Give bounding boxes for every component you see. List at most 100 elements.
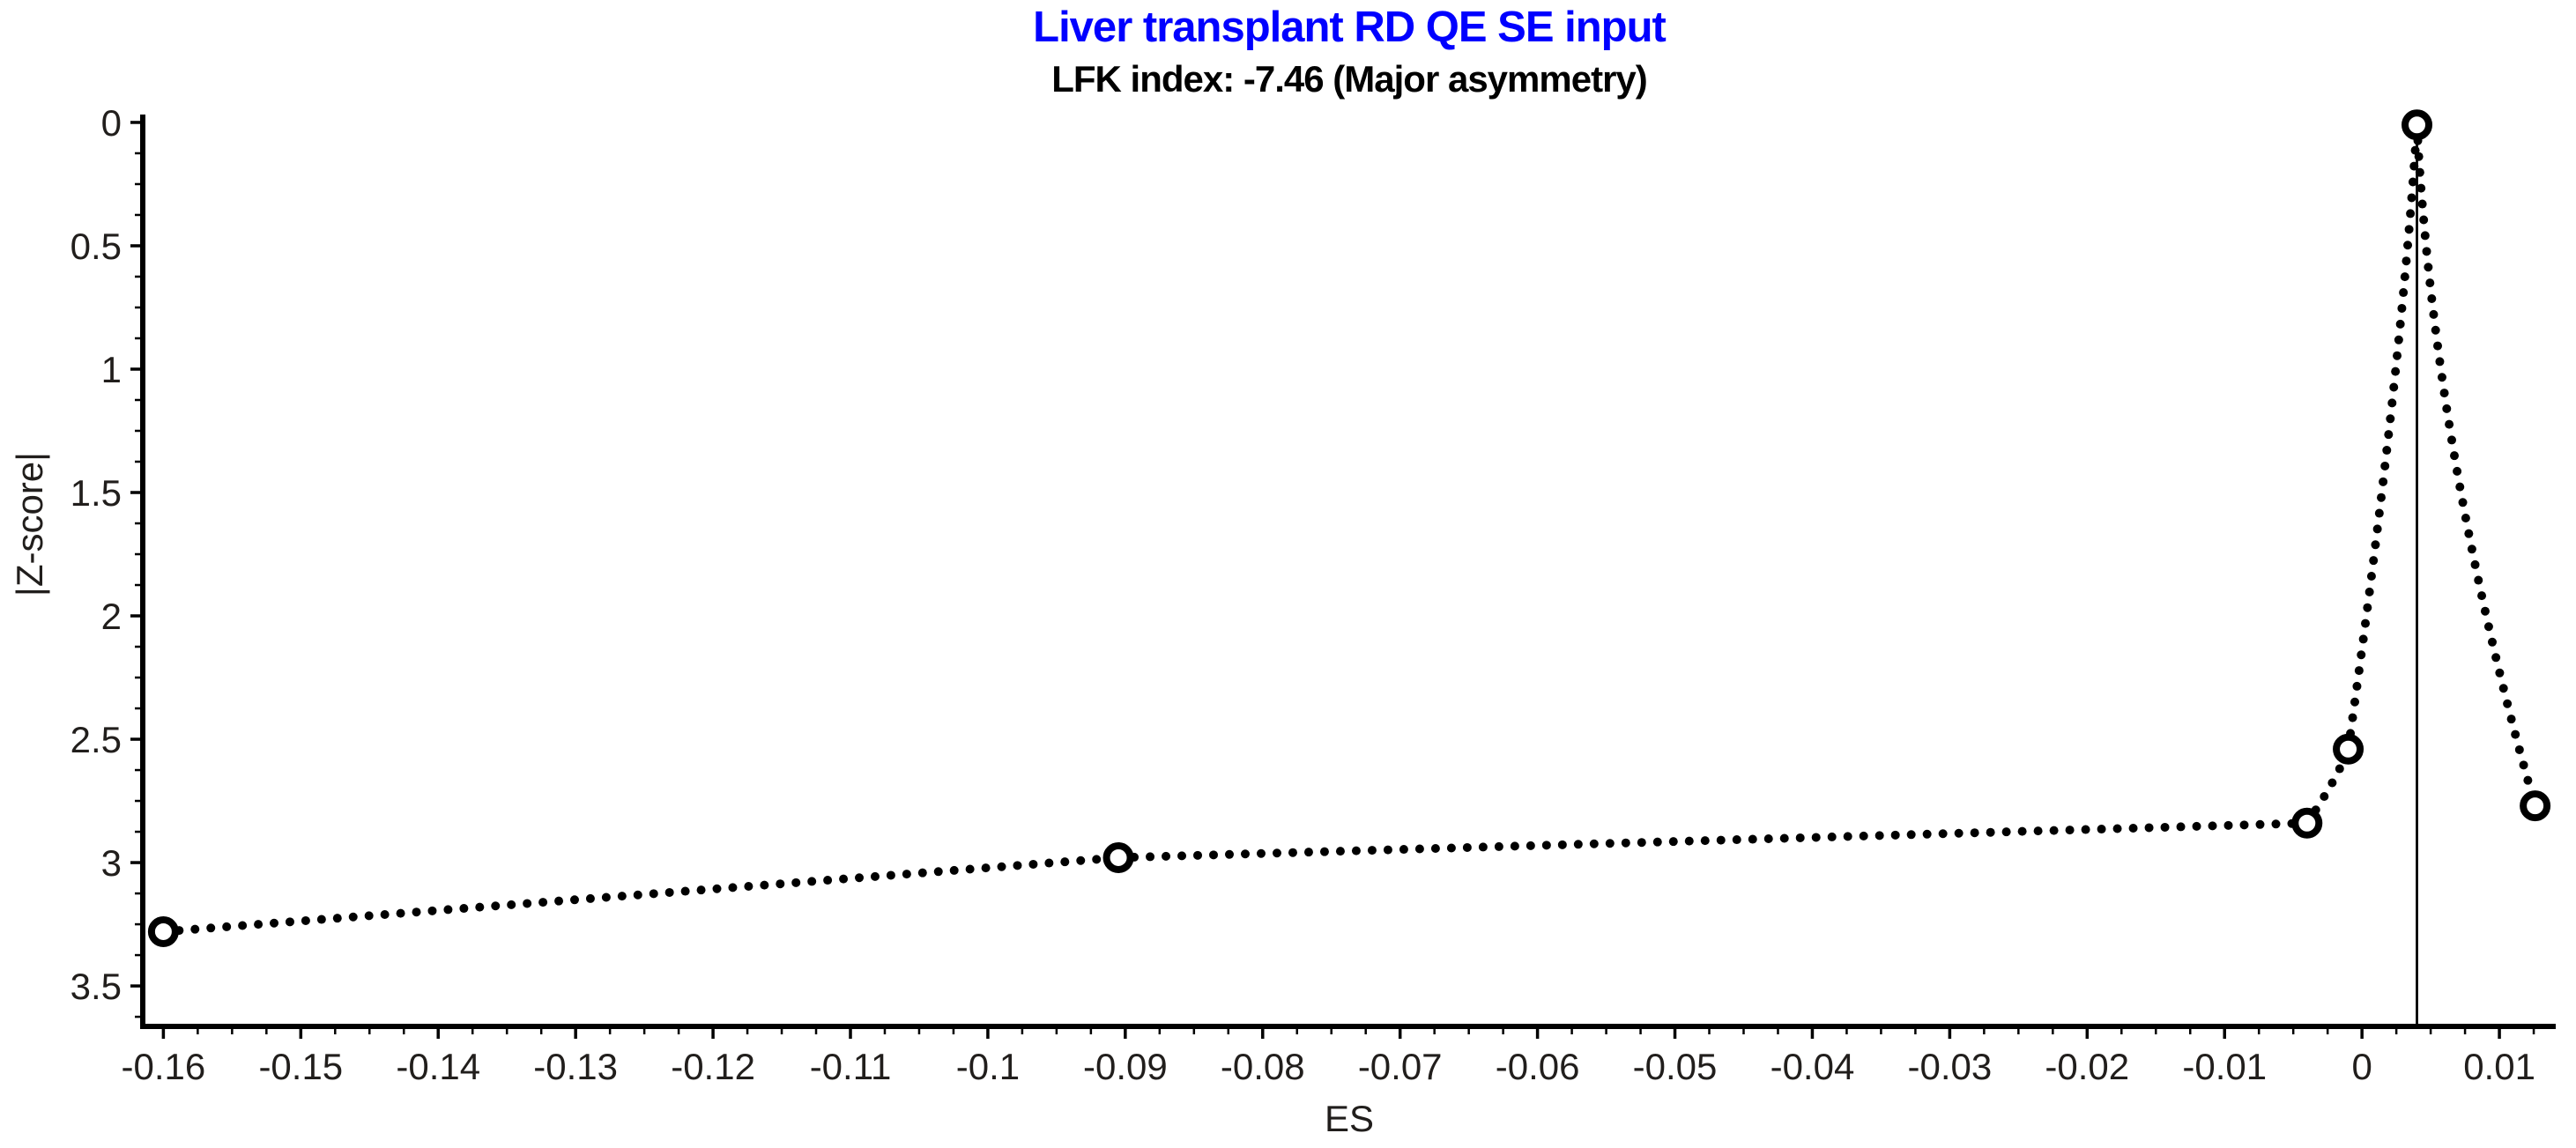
curve-dot bbox=[776, 879, 785, 889]
x-tick-label: -0.09 bbox=[1083, 1046, 1168, 1087]
y-tick-label: 3 bbox=[101, 842, 122, 884]
curve-dot bbox=[2144, 823, 2154, 833]
y-tick-label: 0.5 bbox=[71, 226, 122, 267]
chart-title: Liver transplant RD QE SE input bbox=[1033, 4, 1667, 51]
curve-dot bbox=[2399, 288, 2409, 298]
curve-dot bbox=[2458, 498, 2468, 507]
curve-dot bbox=[1272, 848, 1281, 858]
curve-dot bbox=[2404, 225, 2414, 234]
curve-dot bbox=[1763, 834, 1773, 844]
curve-dot bbox=[2371, 540, 2380, 550]
curve-dot bbox=[965, 864, 975, 874]
curve-dot bbox=[1605, 839, 1615, 848]
curve-dot bbox=[1541, 841, 1551, 850]
curve-dot bbox=[2335, 764, 2344, 774]
curve-dot bbox=[2372, 524, 2382, 534]
curve-dot bbox=[1335, 847, 1345, 856]
curve-dot bbox=[1779, 833, 1789, 843]
curve-dot bbox=[1716, 835, 1726, 845]
curve-dot bbox=[1288, 848, 1297, 857]
curve-dot bbox=[2519, 760, 2528, 770]
curve-dot bbox=[2422, 247, 2431, 256]
curve-dot bbox=[2416, 183, 2426, 193]
curve-dot bbox=[1954, 828, 1964, 838]
curve-dot bbox=[2376, 493, 2386, 502]
curve-dot bbox=[2491, 653, 2501, 663]
study-point-marker bbox=[2520, 790, 2551, 822]
curve-dot bbox=[2361, 618, 2371, 628]
study-point-marker bbox=[2291, 807, 2323, 839]
curve-dot bbox=[2467, 544, 2476, 554]
curve-dot bbox=[2403, 241, 2413, 250]
study-point-marker bbox=[2333, 733, 2364, 765]
curve-dot bbox=[412, 907, 421, 917]
x-tick-label: 0 bbox=[2351, 1046, 2372, 1087]
x-tick-label: -0.06 bbox=[1496, 1046, 1580, 1087]
curve-dot bbox=[1319, 847, 1329, 856]
y-tick-label: 2.5 bbox=[71, 719, 122, 760]
study-point-marker bbox=[1102, 841, 1134, 873]
curve-dot bbox=[1827, 832, 1837, 841]
curve-dot bbox=[1843, 832, 1852, 841]
curve-dot bbox=[1573, 840, 1583, 849]
x-tick-label: -0.14 bbox=[396, 1046, 480, 1087]
y-tick-label: 0 bbox=[101, 102, 122, 144]
curve-dot bbox=[728, 883, 738, 892]
curve-dot bbox=[997, 862, 1006, 871]
curve-dot bbox=[2453, 466, 2462, 476]
curve-dot bbox=[1256, 848, 1266, 858]
curve-dot bbox=[1526, 841, 1535, 850]
curve-dot bbox=[270, 918, 279, 928]
curve-dot bbox=[2320, 792, 2329, 802]
curve-dot bbox=[554, 896, 564, 906]
curve-dot bbox=[2439, 389, 2449, 398]
curve-dot bbox=[2354, 666, 2364, 676]
curve-dot bbox=[2408, 177, 2417, 187]
curve-dot bbox=[332, 914, 342, 923]
curve-dot bbox=[2128, 823, 2138, 833]
curve-dot bbox=[744, 881, 753, 891]
curve-dot bbox=[2433, 341, 2443, 351]
curve-dot bbox=[507, 900, 516, 909]
curve-dot bbox=[2389, 382, 2399, 392]
curve-dot bbox=[1060, 857, 1070, 867]
curve-dot bbox=[206, 923, 216, 933]
curve-dot bbox=[443, 905, 453, 915]
x-tick-label: -0.15 bbox=[258, 1046, 343, 1087]
curve-dot bbox=[2495, 668, 2505, 678]
curve-dot bbox=[2255, 819, 2265, 829]
curve-dot bbox=[1224, 849, 1234, 859]
curve-dot bbox=[2402, 256, 2411, 266]
curve-dot bbox=[222, 922, 232, 931]
curve-dot bbox=[886, 870, 895, 880]
curve-dot bbox=[475, 902, 485, 912]
curve-dot bbox=[1637, 838, 1646, 848]
curve-dot bbox=[1462, 842, 1472, 852]
curve-dot bbox=[2455, 482, 2465, 492]
curve-dot bbox=[1589, 839, 1599, 848]
curve-dot bbox=[760, 880, 769, 890]
curve-dot bbox=[2192, 821, 2201, 831]
curve-dot bbox=[2409, 161, 2419, 171]
curve-dot bbox=[2364, 587, 2374, 596]
x-tick-label: -0.07 bbox=[1358, 1046, 1443, 1087]
curve-dot bbox=[791, 878, 801, 887]
lfk-index-subtitle: LFK index: -7.46 (Major asymmetry) bbox=[1051, 58, 1648, 100]
curve-dot bbox=[1874, 831, 1884, 841]
curve-dot bbox=[2414, 152, 2424, 161]
curve-dot bbox=[2208, 821, 2217, 831]
curve-dot bbox=[348, 912, 358, 922]
curve-dot bbox=[585, 893, 595, 903]
curve-dot bbox=[933, 867, 943, 877]
curve-dot bbox=[2357, 650, 2366, 660]
curve-dot bbox=[2435, 357, 2445, 367]
curve-dot bbox=[2001, 827, 2011, 837]
curve-dot bbox=[2445, 419, 2454, 429]
curve-dot bbox=[1970, 828, 1979, 838]
x-tick-label: -0.11 bbox=[810, 1046, 892, 1087]
curve-dot bbox=[2391, 367, 2401, 376]
curve-dot bbox=[2461, 513, 2470, 522]
curve-dot bbox=[1859, 831, 1868, 841]
curve-dot bbox=[2417, 199, 2427, 209]
y-tick-label: 1.5 bbox=[71, 472, 122, 514]
